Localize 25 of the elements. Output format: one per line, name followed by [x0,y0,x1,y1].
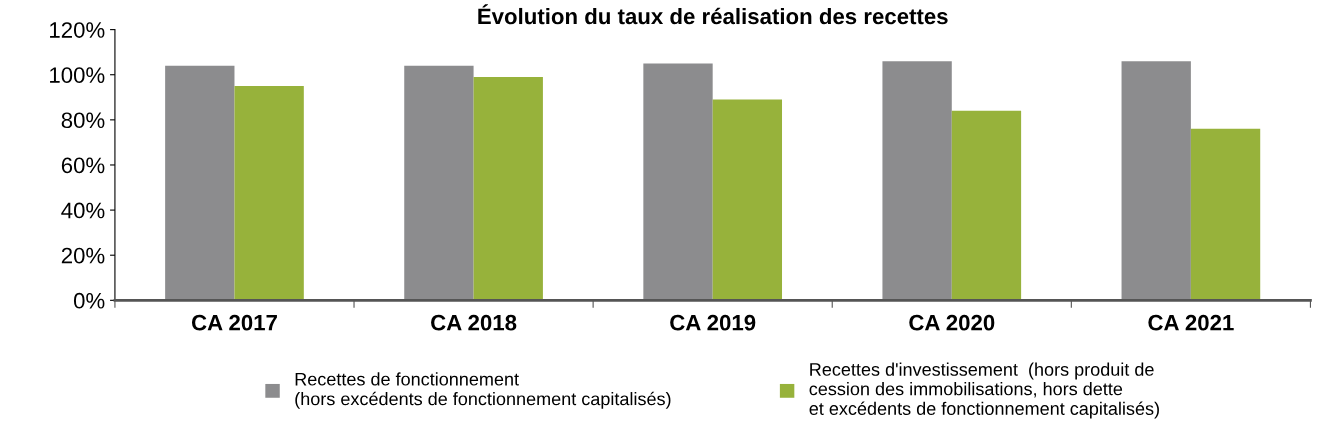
chart-title: Évolution du taux de réalisation des recettes [478,4,948,25]
bar [473,76,543,301]
bar [234,86,304,301]
legend-label: Recettes de fonctionnement (hors excédents de fonctionnement capitalisés) [295,372,671,409]
x-tick-label: CA 2019 [670,314,756,331]
y-tick-label: 100% [50,67,105,83]
bar [643,63,713,301]
y-tick-label: 20% [61,247,105,264]
y-tick-label: 40% [61,202,105,219]
bar [951,110,1022,301]
bar [404,65,474,301]
x-tick-label: CA 2018 [431,314,517,331]
bar [882,61,952,301]
legend-label: Recettes d'investissement (hors produit de cession des immobilisations, hors dette et excédents de fonctionnement capitalisés) [809,362,1159,419]
y-tick-label: 60% [61,157,105,174]
x-tick-label: CA 2017 [191,314,277,331]
y-tick-label: 120% [50,22,105,38]
y-tick-label: 0% [73,292,105,309]
x-tick-label: CA 2020 [909,314,995,331]
bar [1190,128,1261,301]
x-tick-label: CA 2021 [1148,314,1234,331]
bar [1121,61,1191,301]
y-tick-label: 80% [61,112,105,129]
bar [712,99,783,301]
bar [165,65,235,301]
